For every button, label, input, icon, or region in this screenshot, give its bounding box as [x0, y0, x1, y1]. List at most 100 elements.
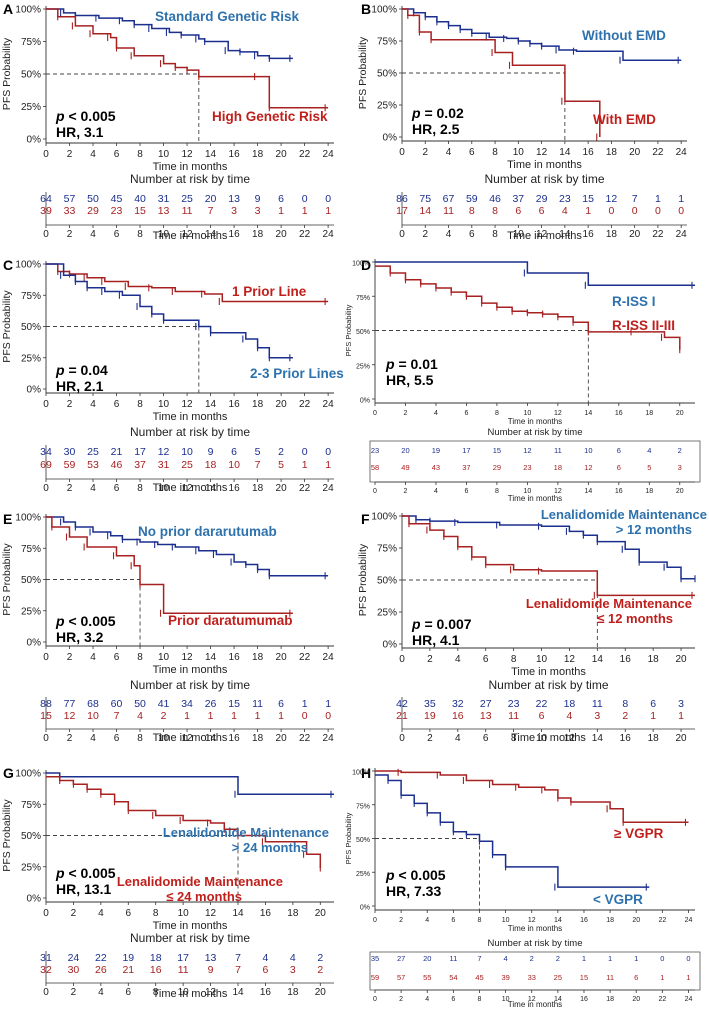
risk-count: 3 [231, 205, 237, 217]
risk-count: 1 [208, 710, 214, 722]
risk-x-axis-title: Time in months [507, 230, 582, 242]
risk-count: 29 [536, 193, 548, 205]
curve-label: High Genetic Risk [212, 109, 328, 124]
x-tick-label: 10 [178, 908, 190, 919]
y-tick-label: 50% [356, 837, 370, 844]
risk-x-tick-label: 14 [232, 987, 244, 998]
risk-x-tick-label: 12 [181, 733, 193, 744]
x-tick-label: 14 [205, 652, 217, 663]
curve-label: R-ISS I [612, 294, 656, 309]
risk-count: 2 [317, 952, 323, 964]
risk-count: 1 [678, 193, 684, 205]
risk-x-tick-label: 12 [528, 996, 536, 1003]
risk-count: 21 [396, 710, 408, 722]
km-curve-blue [46, 772, 334, 796]
risk-x-tick-label: 24 [676, 229, 688, 240]
risk-count: 1 [634, 954, 638, 963]
risk-count: 1 [678, 710, 684, 722]
x-tick-label: 6 [483, 654, 489, 665]
p-value: p = 0.007 [411, 616, 472, 632]
x-tick-label: 8 [495, 410, 499, 417]
y-tick-label: 100% [15, 5, 41, 16]
x-axis-title: Time in months [511, 666, 586, 678]
x-tick-label: 18 [648, 654, 660, 665]
risk-x-tick-label: 4 [446, 229, 452, 240]
km-curve-blue [375, 261, 695, 287]
risk-count: 23 [559, 193, 571, 205]
y-tick-label: 25% [21, 862, 41, 873]
risk-count: 18 [150, 952, 162, 964]
risk-count: 21 [122, 964, 134, 976]
risk-count: 10 [584, 446, 592, 455]
risk-count: 34 [181, 698, 193, 710]
x-tick-label: 4 [455, 654, 461, 665]
risk-count: 15 [40, 710, 52, 722]
risk-count: 4 [647, 446, 651, 455]
risk-count: 12 [606, 193, 618, 205]
risk-count: 50 [134, 698, 146, 710]
risk-x-tick-label: 6 [114, 483, 120, 494]
y-tick-label: 25% [377, 608, 397, 619]
risk-count: 39 [501, 973, 509, 982]
risk-x-tick-label: 6 [464, 488, 468, 495]
risk-x-tick-label: 10 [158, 483, 170, 494]
risk-count: 0 [325, 193, 331, 205]
risk-count: 0 [302, 446, 308, 458]
x-tick-label: 14 [232, 908, 244, 919]
risk-count: 20 [423, 954, 431, 963]
y-axis-title: PFS Probability [344, 304, 353, 356]
risk-count: 13 [158, 205, 170, 217]
y-tick-label: 100% [352, 261, 370, 268]
risk-count: 40 [134, 193, 146, 205]
risk-x-axis-title: Time in months [153, 230, 228, 242]
risk-table-title: Number at risk by time [488, 678, 608, 692]
panel-letter: D [361, 257, 371, 273]
y-tick-label: 50% [356, 329, 370, 336]
risk-count: 13 [205, 952, 217, 964]
p-value: p < 0.005 [55, 613, 116, 629]
risk-x-tick-label: 12 [564, 733, 576, 744]
risk-count: 1 [608, 954, 612, 963]
risk-count: 37 [134, 459, 146, 471]
risk-count: 17 [134, 446, 146, 458]
x-tick-label: 2 [422, 147, 428, 158]
risk-count: 4 [137, 710, 143, 722]
risk-count: 11 [443, 205, 454, 217]
y-tick-label: 75% [21, 544, 41, 555]
x-tick-label: 22 [658, 917, 666, 924]
y-tick-label: 50% [21, 831, 41, 842]
km-curve-red [402, 8, 601, 137]
risk-count: 31 [40, 952, 52, 964]
panel-letter: F [361, 511, 370, 527]
p-value: p = 0.01 [385, 356, 438, 372]
risk-count: 12 [158, 446, 170, 458]
curve-label: 2-3 Prior Lines [250, 366, 344, 381]
risk-x-tick-label: 24 [323, 483, 335, 494]
x-tick-label: 12 [205, 908, 217, 919]
curve-label: > 24 months [232, 840, 308, 855]
risk-count: 57 [397, 973, 405, 982]
x-tick-label: 20 [632, 917, 640, 924]
x-tick-label: 4 [90, 399, 96, 410]
x-tick-label: 6 [114, 149, 120, 160]
risk-count: 54 [449, 973, 457, 982]
risk-count: 3 [594, 710, 600, 722]
risk-x-tick-label: 14 [584, 488, 592, 495]
risk-count: 24 [68, 952, 80, 964]
risk-count: 39 [40, 205, 52, 217]
risk-count: 9 [255, 193, 261, 205]
curve-label: Without EMD [582, 28, 666, 43]
risk-count: 25 [181, 193, 193, 205]
risk-count: 5 [255, 446, 261, 458]
x-tick-label: 18 [252, 149, 264, 160]
risk-count: 22 [95, 952, 107, 964]
risk-count: 23 [508, 698, 520, 710]
curve-label: No prior dararutumab [138, 524, 277, 539]
risk-count: 37 [512, 193, 524, 205]
hazard-ratio: HR, 5.5 [386, 372, 434, 388]
x-tick-label: 0 [399, 654, 405, 665]
risk-x-tick-label: 12 [554, 488, 562, 495]
risk-count: 60 [111, 698, 123, 710]
